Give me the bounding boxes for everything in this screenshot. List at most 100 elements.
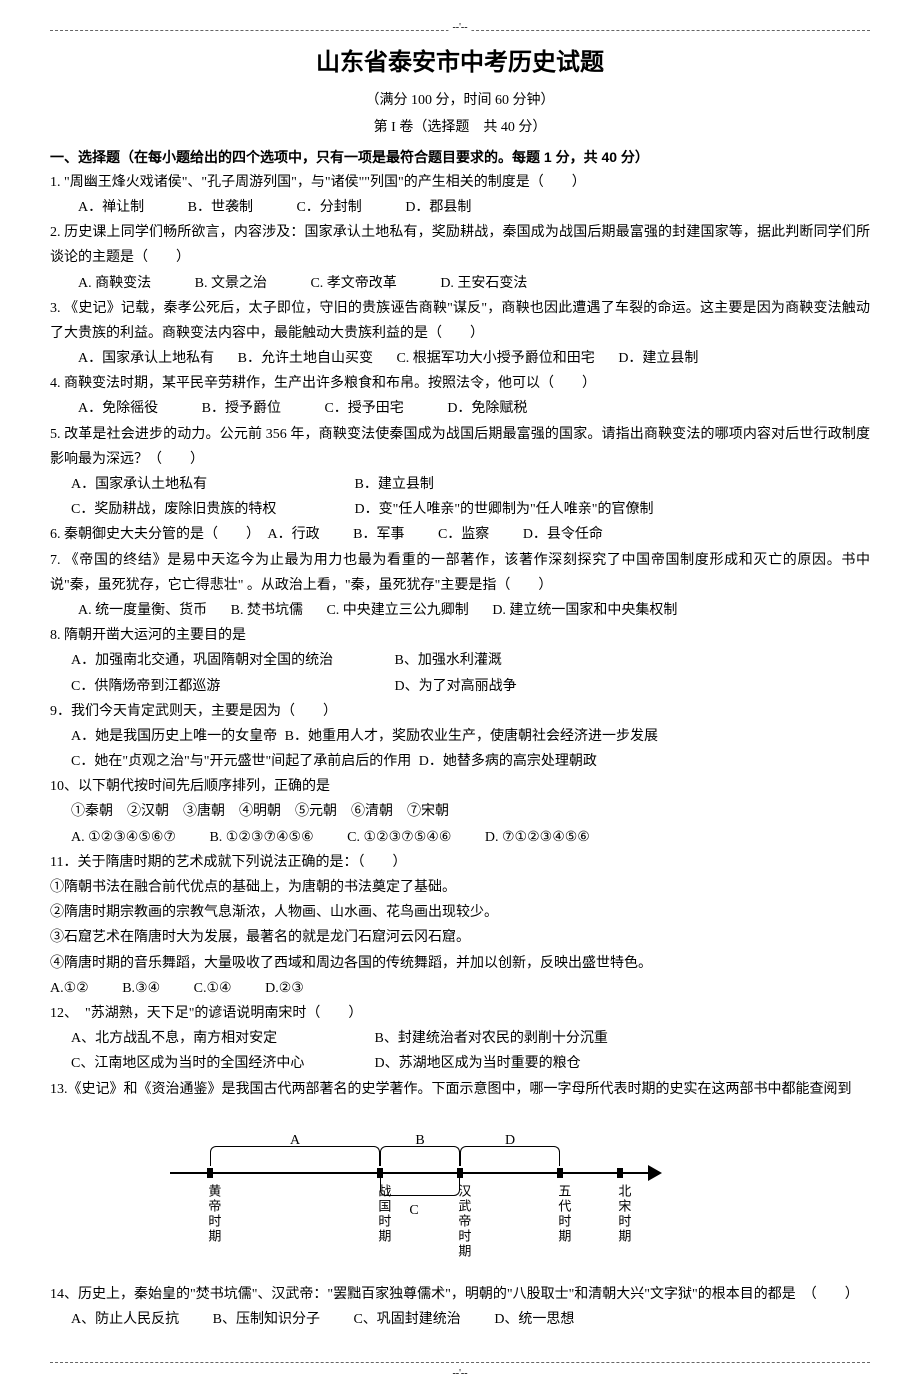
timeline-tick bbox=[617, 1168, 623, 1178]
q11-opt-a: A.①② bbox=[50, 981, 89, 996]
q8-text: 8. 隋朝开凿大运河的主要目的是 bbox=[50, 623, 870, 648]
q8-row1: A．加强南北交通，巩固隋朝对全国的统治 B、加强水利灌溉 bbox=[50, 648, 870, 673]
q3-opt-c: C. 根据军功大小授予爵位和田宅 bbox=[396, 346, 594, 371]
q12-opt-b: B、封建统治者对农民的剥削十分沉重 bbox=[375, 1031, 608, 1046]
q8-opt-d: D、为了对高丽战争 bbox=[395, 679, 517, 694]
timeline-tick-label: 黄帝时期 bbox=[202, 1184, 225, 1244]
q9-row1: A．她是我国历史上唯一的女皇帝 B．她重用人才，奖励农业生产，使唐朝社会经济进一… bbox=[50, 724, 870, 749]
q9-opt-c: C．她在"贞观之治"与"开元盛世"间起了承前启后的作用 bbox=[71, 754, 411, 769]
doc-subtitle-2: 第 I 卷（选择题 共 40 分） bbox=[50, 115, 870, 140]
q14-text-content: 14、历史上，秦始皇的"焚书坑儒"、汉武帝："罢黜百家独尊儒术"，明朝的"八股取… bbox=[50, 1287, 859, 1302]
q4-opt-d: D．免除赋税 bbox=[447, 396, 527, 421]
doc-title: 山东省泰安市中考历史试题 bbox=[50, 41, 870, 84]
q12-text: 12、 "苏湖熟，天下足"的谚语说明南宋时（ ） bbox=[50, 1001, 870, 1026]
q1-text: 1. "周幽王烽火戏诸侯"、"孔子周游列国"，与"诸侯""列国"的产生相关的制度… bbox=[50, 170, 870, 195]
q3-opt-d: D．建立县制 bbox=[618, 346, 698, 371]
timeline-bracket-label: B bbox=[415, 1128, 424, 1153]
q1-opt-c: C．分封制 bbox=[296, 195, 361, 220]
q4-opt-c: C．授予田宅 bbox=[324, 396, 403, 421]
q12-opt-d: D、苏湖地区成为当时重要的粮仓 bbox=[375, 1056, 581, 1071]
section-1-title: 一、选择题（在每小题给出的四个选项中，只有一项是最符合题目要求的。每题 1 分，… bbox=[50, 145, 870, 170]
q5-opt-c: C．奖励耕战，废除旧贵族的特权 bbox=[71, 497, 351, 522]
doc-subtitle-1: （满分 100 分，时间 60 分钟） bbox=[50, 88, 870, 113]
q11-i4: ④隋唐时期的音乐舞蹈，大量吸收了西域和周边各国的传统舞蹈，并加以创新，反映出盛世… bbox=[50, 951, 870, 976]
q11-opt-c: C.①④ bbox=[194, 981, 232, 996]
q12-opt-a: A、北方战乱不息，南方相对安定 bbox=[71, 1026, 371, 1051]
timeline-tick bbox=[557, 1168, 563, 1178]
q10-items: ①秦朝 ②汉朝 ③唐朝 ④明朝 ⑤元朝 ⑥清朝 ⑦宋朝 bbox=[50, 799, 870, 824]
q10-opt-a: A. ①②③④⑤⑥⑦ bbox=[71, 825, 176, 850]
q9-opt-d: D．她替多病的高宗处理朝政 bbox=[419, 754, 597, 769]
q4-options: A．免除徭役 B．授予爵位 C．授予田宅 D．免除赋税 bbox=[50, 396, 870, 421]
q3-options: A．国家承认上地私有 B．允许土地自山买变 C. 根据军功大小授予爵位和田宅 D… bbox=[50, 346, 870, 371]
footer-rule: --'-- bbox=[50, 1362, 870, 1363]
q2-text: 2. 历史课上同学们畅所欲言，内容涉及：国家承认土地私有，奖励耕战，秦国成为战国… bbox=[50, 220, 870, 270]
timeline-tick bbox=[207, 1168, 213, 1178]
q4-text: 4. 商鞅变法时期，某平民辛劳耕作，生产出许多粮食和布帛。按照法令，他可以（ ） bbox=[50, 371, 870, 396]
q12-row2: C、江南地区成为当时的全国经济中心 D、苏湖地区成为当时重要的粮仓 bbox=[50, 1051, 870, 1076]
q2-opt-c: C. 孝文帝改革 bbox=[310, 271, 396, 296]
header-rule: --'-- bbox=[50, 30, 870, 31]
q7-opt-d: D. 建立统一国家和中央集权制 bbox=[492, 598, 677, 623]
q1-opt-d: D．郡县制 bbox=[405, 195, 471, 220]
q1-options: A．禅让制 B．世袭制 C．分封制 D．郡县制 bbox=[50, 195, 870, 220]
q5-opt-b: B．建立县制 bbox=[355, 477, 434, 492]
q2-opt-b: B. 文景之治 bbox=[195, 271, 267, 296]
q5-options-row1: A．国家承认土地私有 B．建立县制 bbox=[50, 472, 870, 497]
q7-opt-c: C. 中央建立三公九卿制 bbox=[326, 598, 468, 623]
timeline-bracket-label: A bbox=[290, 1128, 300, 1153]
q8-opt-a: A．加强南北交通，巩固隋朝对全国的统治 bbox=[71, 648, 391, 673]
timeline-arrow-icon bbox=[648, 1165, 662, 1181]
q5-opt-a: A．国家承认土地私有 bbox=[71, 472, 351, 497]
q11-options: A.①② B.③④ C.①④ D.②③ bbox=[50, 976, 870, 1001]
q8-row2: C．供隋炀帝到江都巡游 D、为了对高丽战争 bbox=[50, 674, 870, 699]
timeline-bracket: B bbox=[380, 1132, 460, 1168]
q7-options: A. 统一度量衡、货币 B. 焚书坑儒 C. 中央建立三公九卿制 D. 建立统一… bbox=[50, 598, 870, 623]
timeline-axis bbox=[170, 1172, 650, 1174]
q3-opt-a: A．国家承认上地私有 bbox=[78, 346, 214, 371]
q11-i2: ②隋唐时期宗教画的宗教气息渐浓，人物画、山水画、花鸟画出现较少。 bbox=[50, 900, 870, 925]
q10-opt-c: C. ①②③⑦⑤④⑥ bbox=[347, 825, 451, 850]
q2-opt-d: D. 王安石变法 bbox=[440, 271, 527, 296]
q8-opt-c: C．供隋炀帝到江都巡游 bbox=[71, 674, 391, 699]
timeline-tick-label: 五代时期 bbox=[552, 1184, 575, 1244]
q3-text: 3. 《史记》记载，秦孝公死后，太子即位，守旧的贵族诬告商鞅"谋反"，商鞅也因此… bbox=[50, 296, 870, 346]
timeline-bracket-label: C bbox=[409, 1198, 418, 1223]
q6-opt-b: B．军事 bbox=[353, 527, 404, 542]
q12-opt-c: C、江南地区成为当时的全国经济中心 bbox=[71, 1051, 371, 1076]
q2-options: A. 商鞅变法 B. 文景之治 C. 孝文帝改革 D. 王安石变法 bbox=[50, 271, 870, 296]
q2-opt-a: A. 商鞅变法 bbox=[78, 271, 151, 296]
q6-opt-c: C．监察 bbox=[438, 527, 489, 542]
q14-opt-d: D、统一思想 bbox=[494, 1312, 574, 1327]
q7-opt-a: A. 统一度量衡、货币 bbox=[78, 598, 207, 623]
q7-text: 7. 《帝国的终结》是易中天迄今为止最为用力也最为看重的一部著作，该著作深刻探究… bbox=[50, 548, 870, 598]
timeline-tick-label: 北宋时期 bbox=[612, 1184, 635, 1244]
footer-mark: --'-- bbox=[448, 1365, 471, 1383]
timeline-bracket: A bbox=[210, 1132, 380, 1168]
timeline-diagram: 黄帝时期战国时期汉武帝时期五代时期北宋时期 ABDC bbox=[150, 1112, 710, 1272]
q4-opt-b: B．授予爵位 bbox=[202, 396, 281, 421]
q11-text: 11．关于隋唐时期的艺术成就下列说法正确的是：（ ） bbox=[50, 850, 870, 875]
q6-line: 6. 秦朝御史大夫分管的是（ ） A．行政 B．军事 C．监察 D．县令任命 bbox=[50, 522, 870, 547]
q14-text: 14、历史上，秦始皇的"焚书坑儒"、汉武帝："罢黜百家独尊儒术"，明朝的"八股取… bbox=[50, 1282, 870, 1307]
q6-opt-d: D．县令任命 bbox=[523, 527, 603, 542]
q11-opt-d: D.②③ bbox=[265, 981, 304, 996]
q9-opt-b: B．她重用人才，奖励农业生产，使唐朝社会经济进一步发展 bbox=[285, 729, 658, 744]
q9-text: 9．我们今天肯定武则天，主要是因为（ ） bbox=[50, 699, 870, 724]
q14-opt-c: C、巩固封建统治 bbox=[353, 1312, 460, 1327]
q1-opt-b: B．世袭制 bbox=[188, 195, 253, 220]
q10-opt-b: B. ①②③⑦④⑤⑥ bbox=[209, 825, 313, 850]
q14-options: A、防止人民反抗 B、压制知识分子 C、巩固封建统治 D、统一思想 bbox=[50, 1307, 870, 1332]
q6-text: 6. 秦朝御史大夫分管的是（ ） bbox=[50, 527, 260, 542]
q14-opt-b: B、压制知识分子 bbox=[213, 1312, 320, 1327]
q6-opt-a: A．行政 bbox=[268, 527, 320, 542]
timeline-bracket-label: D bbox=[505, 1128, 515, 1153]
timeline-bracket-bottom bbox=[380, 1176, 460, 1196]
q8-opt-b: B、加强水利灌溉 bbox=[395, 653, 502, 668]
q14-opt-a: A、防止人民反抗 bbox=[71, 1312, 179, 1327]
q3-opt-b: B．允许土地自山买变 bbox=[238, 346, 373, 371]
q11-i1: ①隋朝书法在融合前代优点的基础上，为唐朝的书法奠定了基础。 bbox=[50, 875, 870, 900]
q1-opt-a: A．禅让制 bbox=[78, 195, 144, 220]
q7-opt-b: B. 焚书坑儒 bbox=[231, 598, 303, 623]
q9-opt-a: A．她是我国历史上唯一的女皇帝 bbox=[71, 729, 277, 744]
